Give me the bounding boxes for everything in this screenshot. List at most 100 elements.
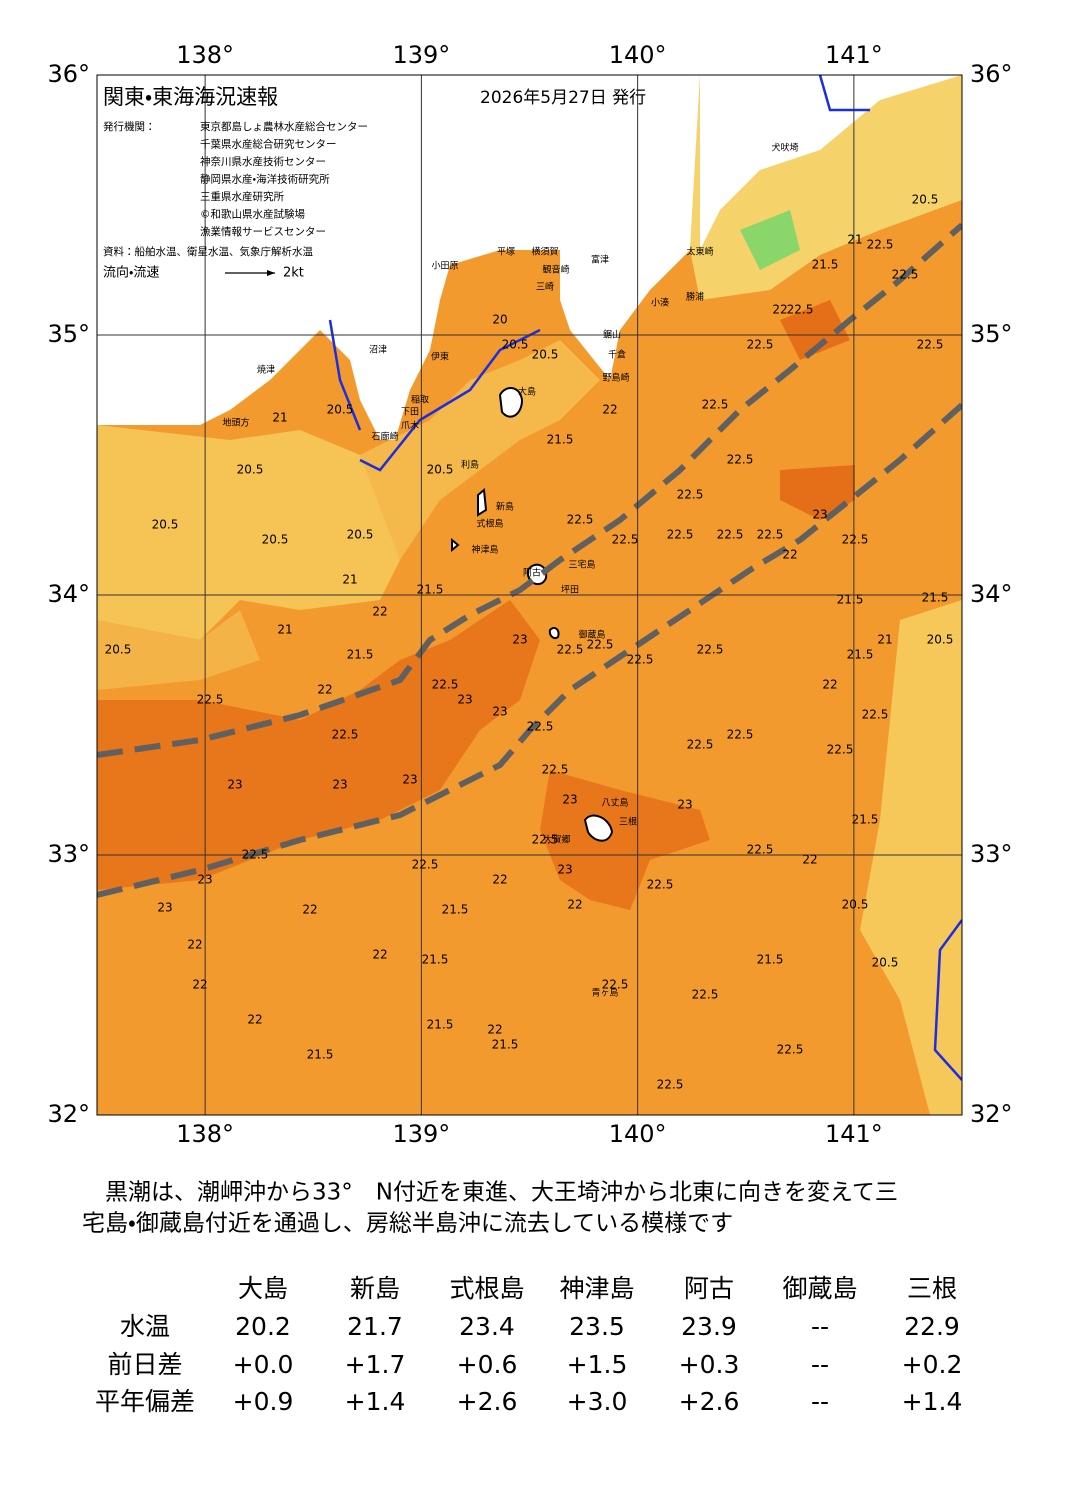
column-header: 式根島 xyxy=(449,1274,524,1303)
contour-label: 20.5 xyxy=(152,518,179,532)
cell: +3.0 xyxy=(567,1387,628,1416)
column-header: 神津島 xyxy=(559,1274,634,1303)
contour-label: 22.5 xyxy=(867,238,894,252)
contour-label: 22 xyxy=(567,898,582,912)
contour-label: 21.5 xyxy=(922,591,949,605)
cell: -- xyxy=(811,1312,829,1341)
header: 関東・東海海況速報 2026年5月27日 発行 発行機関： 資料：船舶水温、衛星… xyxy=(103,85,646,281)
kuroshio-axis xyxy=(97,222,962,758)
contour-label: 22.5 xyxy=(677,488,704,502)
place-label: 千倉 xyxy=(608,350,626,361)
x-tick-label: 141° xyxy=(825,41,883,69)
contour-label: 21.5 xyxy=(812,258,839,272)
contour-label: 22.5 xyxy=(747,843,774,857)
contour-label: 23 xyxy=(332,778,347,792)
land xyxy=(97,75,700,440)
column-header: 阿古 xyxy=(684,1274,734,1303)
y-tick-label: 36° xyxy=(47,60,90,88)
grid xyxy=(97,75,962,1115)
contour-label: 23 xyxy=(197,873,212,887)
contour-label: 22.5 xyxy=(727,453,754,467)
island xyxy=(583,814,614,842)
kuroshio-axis xyxy=(97,402,962,898)
contour-label: 22.5 xyxy=(532,833,559,847)
place-label: 爪木 xyxy=(401,420,419,432)
contour-label: 22.5 xyxy=(777,1043,804,1057)
contour-label: 22.5 xyxy=(687,738,714,752)
y-tick-label: 34° xyxy=(47,580,90,608)
place-label: 観音崎 xyxy=(542,264,569,276)
contour-label: 22 xyxy=(192,978,207,992)
description-line: 宅島・御蔵島付近を通過し、房総半島沖に流去している模様です xyxy=(82,1211,733,1237)
contour-label: 21.5 xyxy=(837,593,864,607)
island xyxy=(548,627,560,640)
contour-label: 23 xyxy=(812,508,827,522)
description: 黒潮は、潮岬沖から33° N付近を東進、大王埼沖から北東に向きを変えて三宅島・御… xyxy=(82,1180,898,1237)
contour-label: 22.5 xyxy=(657,1078,684,1092)
place-label: 下田 xyxy=(401,407,419,418)
contour-label: 23 xyxy=(512,633,527,647)
contour-label: 23 xyxy=(492,705,507,719)
flow-scale: 2kt xyxy=(283,266,304,281)
contour xyxy=(933,919,962,1081)
cell: +2.6 xyxy=(679,1387,740,1416)
place-label: 犬吠埼 xyxy=(771,142,798,154)
island xyxy=(451,488,488,553)
contour-label: 22.5 xyxy=(332,728,359,742)
contour-label: 22.5 xyxy=(567,513,594,527)
cell: +1.5 xyxy=(567,1350,628,1379)
place-label: 阿古 xyxy=(523,567,541,579)
place-label: 小田原 xyxy=(431,261,458,272)
contour-label: 22 xyxy=(822,678,837,692)
contour-label: 21.5 xyxy=(547,433,574,447)
contour-label: 22 xyxy=(317,683,332,697)
contour-label: 20.5 xyxy=(842,898,869,912)
title: 関東・東海海況速報 xyxy=(103,85,278,109)
contour-label: 22 xyxy=(602,403,617,417)
column-header: 三根 xyxy=(907,1274,957,1303)
contour-label: 22.5 xyxy=(697,643,724,657)
issuer: ©和歌山県水産試験場 xyxy=(200,208,305,221)
y-tick-label: 34° xyxy=(970,580,1013,608)
contour-label: 22.5 xyxy=(667,528,694,542)
y-tick-label: 33° xyxy=(47,840,90,868)
sea-cool xyxy=(97,610,260,690)
row-label: 平年偏差 xyxy=(95,1387,195,1416)
y-tick-label: 35° xyxy=(47,320,90,348)
source: 資料：船舶水温、衛星水温、気象庁解析水温 xyxy=(103,245,313,258)
flow-arrow-head xyxy=(267,270,275,276)
place-label: 平塚 xyxy=(497,247,515,258)
contour-label: 21 xyxy=(847,233,862,247)
issuer: 神奈川県水産技術センター xyxy=(200,155,326,168)
cell: 23.4 xyxy=(459,1312,515,1341)
cell: +0.6 xyxy=(457,1350,518,1379)
cell: +1.4 xyxy=(902,1387,963,1416)
column-header: 新島 xyxy=(350,1274,400,1303)
contour-label: 22.5 xyxy=(692,988,719,1002)
contour-label: 22.5 xyxy=(702,398,729,412)
issuer: 三重県水産研究所 xyxy=(200,190,284,203)
contour-label: 22 xyxy=(372,948,387,962)
cell: 23.5 xyxy=(569,1312,625,1341)
contour-label: 23 xyxy=(457,693,472,707)
cell: +0.2 xyxy=(902,1350,963,1379)
contour-label: 20.5 xyxy=(347,528,374,542)
contour-label: 23 xyxy=(562,793,577,807)
contour-label: 22.5 xyxy=(717,528,744,542)
contour-label: 22.5 xyxy=(557,643,584,657)
place-label: 横須賀 xyxy=(531,246,558,258)
contour-label: 21.5 xyxy=(757,953,784,967)
contour-label: 21.5 xyxy=(347,648,374,662)
x-tick-label: 138° xyxy=(176,41,234,69)
contour-label: 22.5 xyxy=(757,528,784,542)
cell: 21.7 xyxy=(347,1312,403,1341)
place-label: 富津 xyxy=(591,254,609,266)
cell: +1.4 xyxy=(345,1387,406,1416)
contour-label: 21 xyxy=(877,633,892,647)
place-label: 稲取 xyxy=(411,394,429,406)
contour-label: 20.5 xyxy=(427,463,454,477)
issuer: 東京都島しょ農林水産総合センター xyxy=(200,120,368,133)
contour-label: 23 xyxy=(402,773,417,787)
cell: -- xyxy=(811,1350,829,1379)
